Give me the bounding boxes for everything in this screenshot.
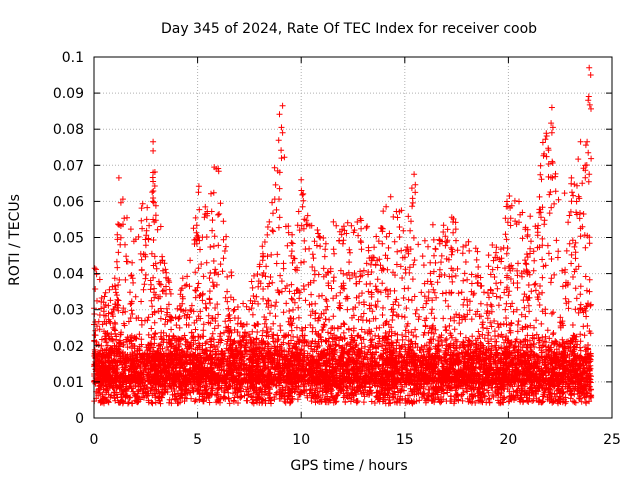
roti-data-point <box>279 102 286 109</box>
roti-data-point <box>150 138 157 145</box>
x-tick-label: 0 <box>90 432 99 448</box>
roti-data-point <box>279 129 286 136</box>
roti-data-point <box>278 124 285 131</box>
y-tick-label: 0.01 <box>53 375 84 391</box>
x-tick-label: 20 <box>499 432 517 448</box>
roti-data-point <box>150 216 157 223</box>
roti-data-point <box>150 169 157 176</box>
data-points <box>91 64 595 407</box>
roti-data-point <box>548 129 555 136</box>
y-tick-label: 0.05 <box>53 231 84 247</box>
roti-data-point <box>298 176 305 183</box>
roti-data-point <box>585 149 592 156</box>
x-tick-label: 15 <box>396 432 414 448</box>
roti-data-point <box>213 165 220 172</box>
roti-data-point <box>411 171 418 178</box>
x-tick-label: 10 <box>292 432 310 448</box>
roti-data-point <box>150 178 157 185</box>
roti-data-point <box>549 124 556 131</box>
roti-data-point <box>412 189 419 196</box>
roti-data-point <box>278 155 285 162</box>
roti-data-point <box>586 171 593 178</box>
x-axis-ticks: 0 5 10 15 20 25 <box>90 57 621 448</box>
x-tick-label: 5 <box>193 432 202 448</box>
y-tick-label: 0.09 <box>53 86 84 102</box>
y-tick-label: 0.08 <box>53 122 84 138</box>
roti-data-point <box>585 97 592 104</box>
roti-point-cloud <box>91 72 595 407</box>
y-tick-label: 0.07 <box>53 158 84 174</box>
x-axis-label: GPS time / hours <box>290 458 407 474</box>
y-axis-ticks: 0 0.01 0.02 0.03 0.04 0.05 0.06 0.07 0.08 0.09 0.1 <box>53 50 612 427</box>
y-tick-label: 0.03 <box>53 303 84 319</box>
y-tick-label: 0.02 <box>53 339 84 355</box>
roti-data-point <box>584 138 591 145</box>
roti-data-point <box>506 193 513 199</box>
roti-data-point <box>150 147 157 154</box>
chart-title: Day 345 of 2024, Rate Of TEC Index for r… <box>161 21 537 37</box>
x-tick-label: 25 <box>603 432 621 448</box>
y-axis-label: ROTI / TECUs <box>7 194 23 286</box>
y-tick-label: 0.1 <box>62 50 84 66</box>
roti-data-point <box>586 64 593 71</box>
roti-data-point <box>548 104 555 111</box>
roti-data-point <box>115 174 122 181</box>
y-tick-label: 0.06 <box>53 194 84 210</box>
y-tick-label: 0 <box>75 411 84 427</box>
y-tick-label: 0.04 <box>53 267 84 283</box>
